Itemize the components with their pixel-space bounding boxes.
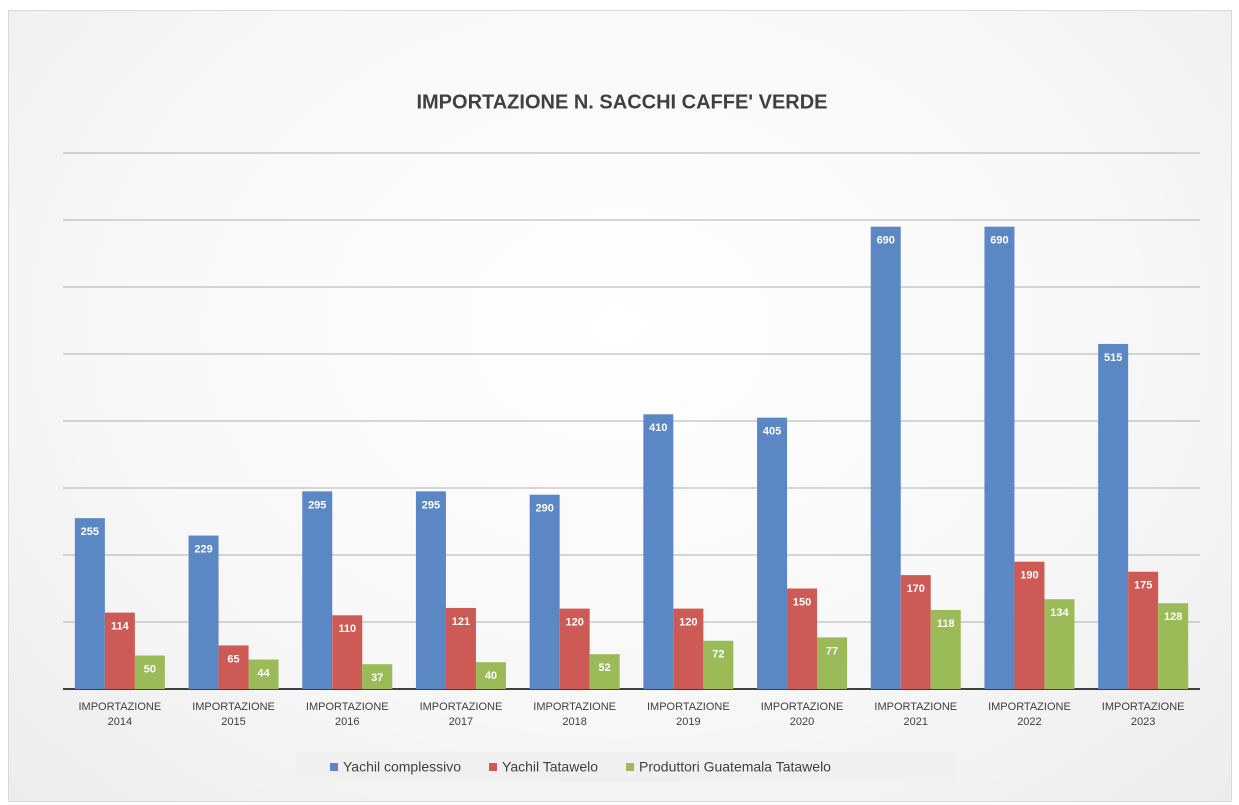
bar bbox=[445, 607, 476, 689]
x-tick-label: IMPORTAZIONE 2016 bbox=[305, 701, 389, 728]
x-tick-label: IMPORTAZIONE 2015 bbox=[192, 701, 275, 728]
data-label: 52 bbox=[599, 662, 611, 674]
bar bbox=[362, 664, 393, 689]
x-tick-label: IMPORTAZIONE 2018 bbox=[533, 701, 616, 728]
x-tick-label: IMPORTAZIONE 2019 bbox=[646, 701, 730, 728]
data-label: 190 bbox=[1020, 570, 1038, 582]
bar bbox=[248, 659, 279, 689]
data-label: 150 bbox=[793, 596, 811, 608]
bar bbox=[589, 654, 620, 689]
bar bbox=[1158, 603, 1189, 689]
data-label: 295 bbox=[308, 499, 326, 511]
x-tick-label: IMPORTAZIONE 2020 bbox=[760, 701, 844, 728]
bar bbox=[1044, 599, 1075, 689]
data-label: 128 bbox=[1164, 611, 1182, 623]
bar bbox=[559, 608, 590, 689]
data-label: 50 bbox=[144, 663, 156, 675]
chart-title: IMPORTAZIONE N. SACCHI CAFFE' VERDE bbox=[416, 91, 827, 113]
data-label: 405 bbox=[763, 426, 781, 438]
data-label: 44 bbox=[257, 667, 270, 679]
bar bbox=[817, 637, 848, 689]
bar bbox=[984, 226, 1015, 689]
bar bbox=[757, 417, 788, 689]
data-label: 65 bbox=[227, 653, 239, 665]
data-label: 114 bbox=[111, 621, 130, 633]
data-label: 170 bbox=[907, 583, 925, 595]
bar bbox=[74, 518, 105, 689]
data-label: 410 bbox=[649, 422, 667, 434]
bar bbox=[218, 645, 249, 689]
bar bbox=[1128, 571, 1159, 689]
legend-label: Yachil Tatawelo bbox=[502, 759, 598, 775]
data-label: 134 bbox=[1050, 607, 1069, 619]
bar bbox=[332, 615, 363, 689]
data-label: 72 bbox=[712, 649, 724, 661]
legend-swatch bbox=[489, 763, 498, 771]
x-tick-label: IMPORTAZIONE 2014 bbox=[78, 701, 162, 728]
data-label: 37 bbox=[371, 672, 383, 684]
bar bbox=[900, 575, 931, 689]
data-label: 120 bbox=[679, 617, 697, 629]
bar bbox=[104, 612, 135, 689]
bar bbox=[673, 608, 704, 689]
data-label: 229 bbox=[194, 543, 212, 555]
x-tick-label: IMPORTAZIONE 2023 bbox=[1101, 701, 1185, 728]
legend-swatch bbox=[626, 763, 634, 771]
bar bbox=[134, 655, 165, 689]
bar bbox=[188, 535, 219, 689]
bar bbox=[787, 588, 818, 689]
bar bbox=[1098, 343, 1129, 689]
data-label: 255 bbox=[81, 526, 99, 538]
legend-label: Produttori Guatemala Tatawelo bbox=[639, 759, 831, 775]
bar bbox=[703, 640, 734, 689]
data-label: 175 bbox=[1134, 580, 1152, 592]
bar bbox=[302, 491, 333, 689]
bar bbox=[870, 226, 901, 689]
bar bbox=[1014, 561, 1045, 689]
bar bbox=[475, 662, 506, 689]
x-tick-label: IMPORTAZIONE 2022 bbox=[988, 701, 1071, 728]
legend-swatch bbox=[330, 763, 338, 771]
bar bbox=[930, 609, 961, 689]
x-tick-label: IMPORTAZIONE 2021 bbox=[874, 701, 958, 728]
legend-label: Yachil complessivo bbox=[343, 759, 461, 775]
data-label: 690 bbox=[990, 235, 1008, 247]
data-label: 295 bbox=[422, 499, 440, 511]
data-label: 515 bbox=[1104, 352, 1122, 364]
data-label: 110 bbox=[338, 623, 356, 635]
data-label: 40 bbox=[485, 670, 497, 682]
data-label: 118 bbox=[937, 618, 955, 630]
data-label: 690 bbox=[877, 235, 895, 247]
bar bbox=[415, 491, 446, 689]
bar bbox=[529, 494, 560, 689]
data-label: 77 bbox=[826, 645, 838, 657]
data-label: 121 bbox=[452, 616, 470, 628]
data-label: 120 bbox=[565, 617, 583, 629]
bar bbox=[643, 414, 674, 689]
data-label: 290 bbox=[535, 503, 553, 515]
x-tick-label: IMPORTAZIONE 2017 bbox=[419, 701, 503, 728]
